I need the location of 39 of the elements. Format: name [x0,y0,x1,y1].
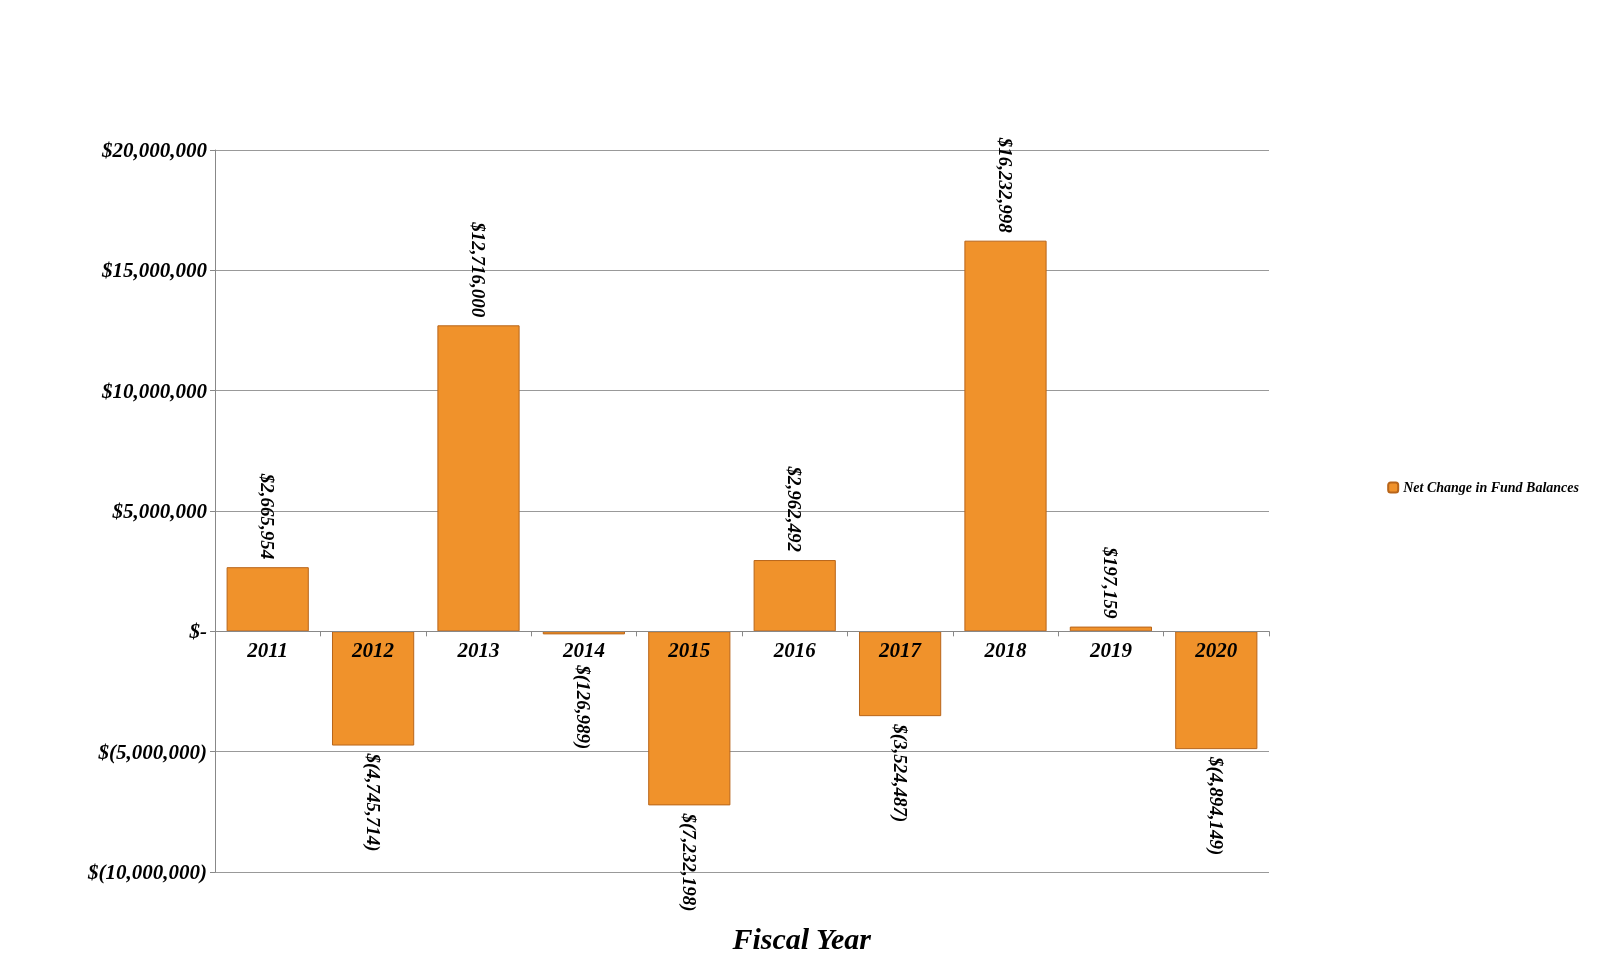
y-tick-label: $(10,000,000) [87,860,207,884]
bar [964,240,1047,632]
bar [1069,626,1153,632]
data-label: $(126,989) [572,664,595,750]
bar [437,325,520,632]
bar [542,631,626,635]
data-label: $2,665,954 [257,472,279,560]
data-label: $(3,524,487) [888,723,911,823]
bar [226,567,309,632]
x-tick-label: 2015 [667,637,711,662]
x-tick-label: 2012 [351,637,395,662]
y-tick-label: $(5,000,000) [97,739,207,764]
bar [858,631,942,717]
data-label: $12,716,000 [468,221,489,318]
x-tick-label: 2018 [983,637,1027,662]
y-tick-label: $10,000,000 [101,378,208,403]
x-tick-label: 2014 [561,637,605,662]
x-tick-label: 2011 [246,637,289,662]
y-tick-label: $- [188,619,207,644]
x-tick-label: 2013 [456,637,500,662]
x-tick-label: 2016 [772,637,817,662]
x-tick-label: 2017 [878,637,923,662]
data-label: $(4,745,714) [361,752,384,852]
y-tick-label: $15,000,000 [101,258,208,283]
data-label: $197,159 [1100,546,1122,620]
bar [331,631,415,746]
y-tick-label: $20,000,000 [101,138,208,162]
bar [648,631,731,806]
text: Fiscal Year [731,921,872,955]
y-tick-label: $5,000,000 [111,499,208,523]
data-label: $(7,232,198) [677,812,700,912]
bar [753,560,836,632]
data-label: $(4,894,149) [1204,756,1227,856]
data-label: $16,232,998 [995,136,1016,234]
x-tick-label: 2020 [1194,637,1238,662]
bar [1175,631,1258,750]
data-label: $2,962,492 [784,465,806,553]
x-tick-label: 2019 [1088,637,1133,662]
legend-label: Net Change in Fund Balances [1402,480,1580,495]
